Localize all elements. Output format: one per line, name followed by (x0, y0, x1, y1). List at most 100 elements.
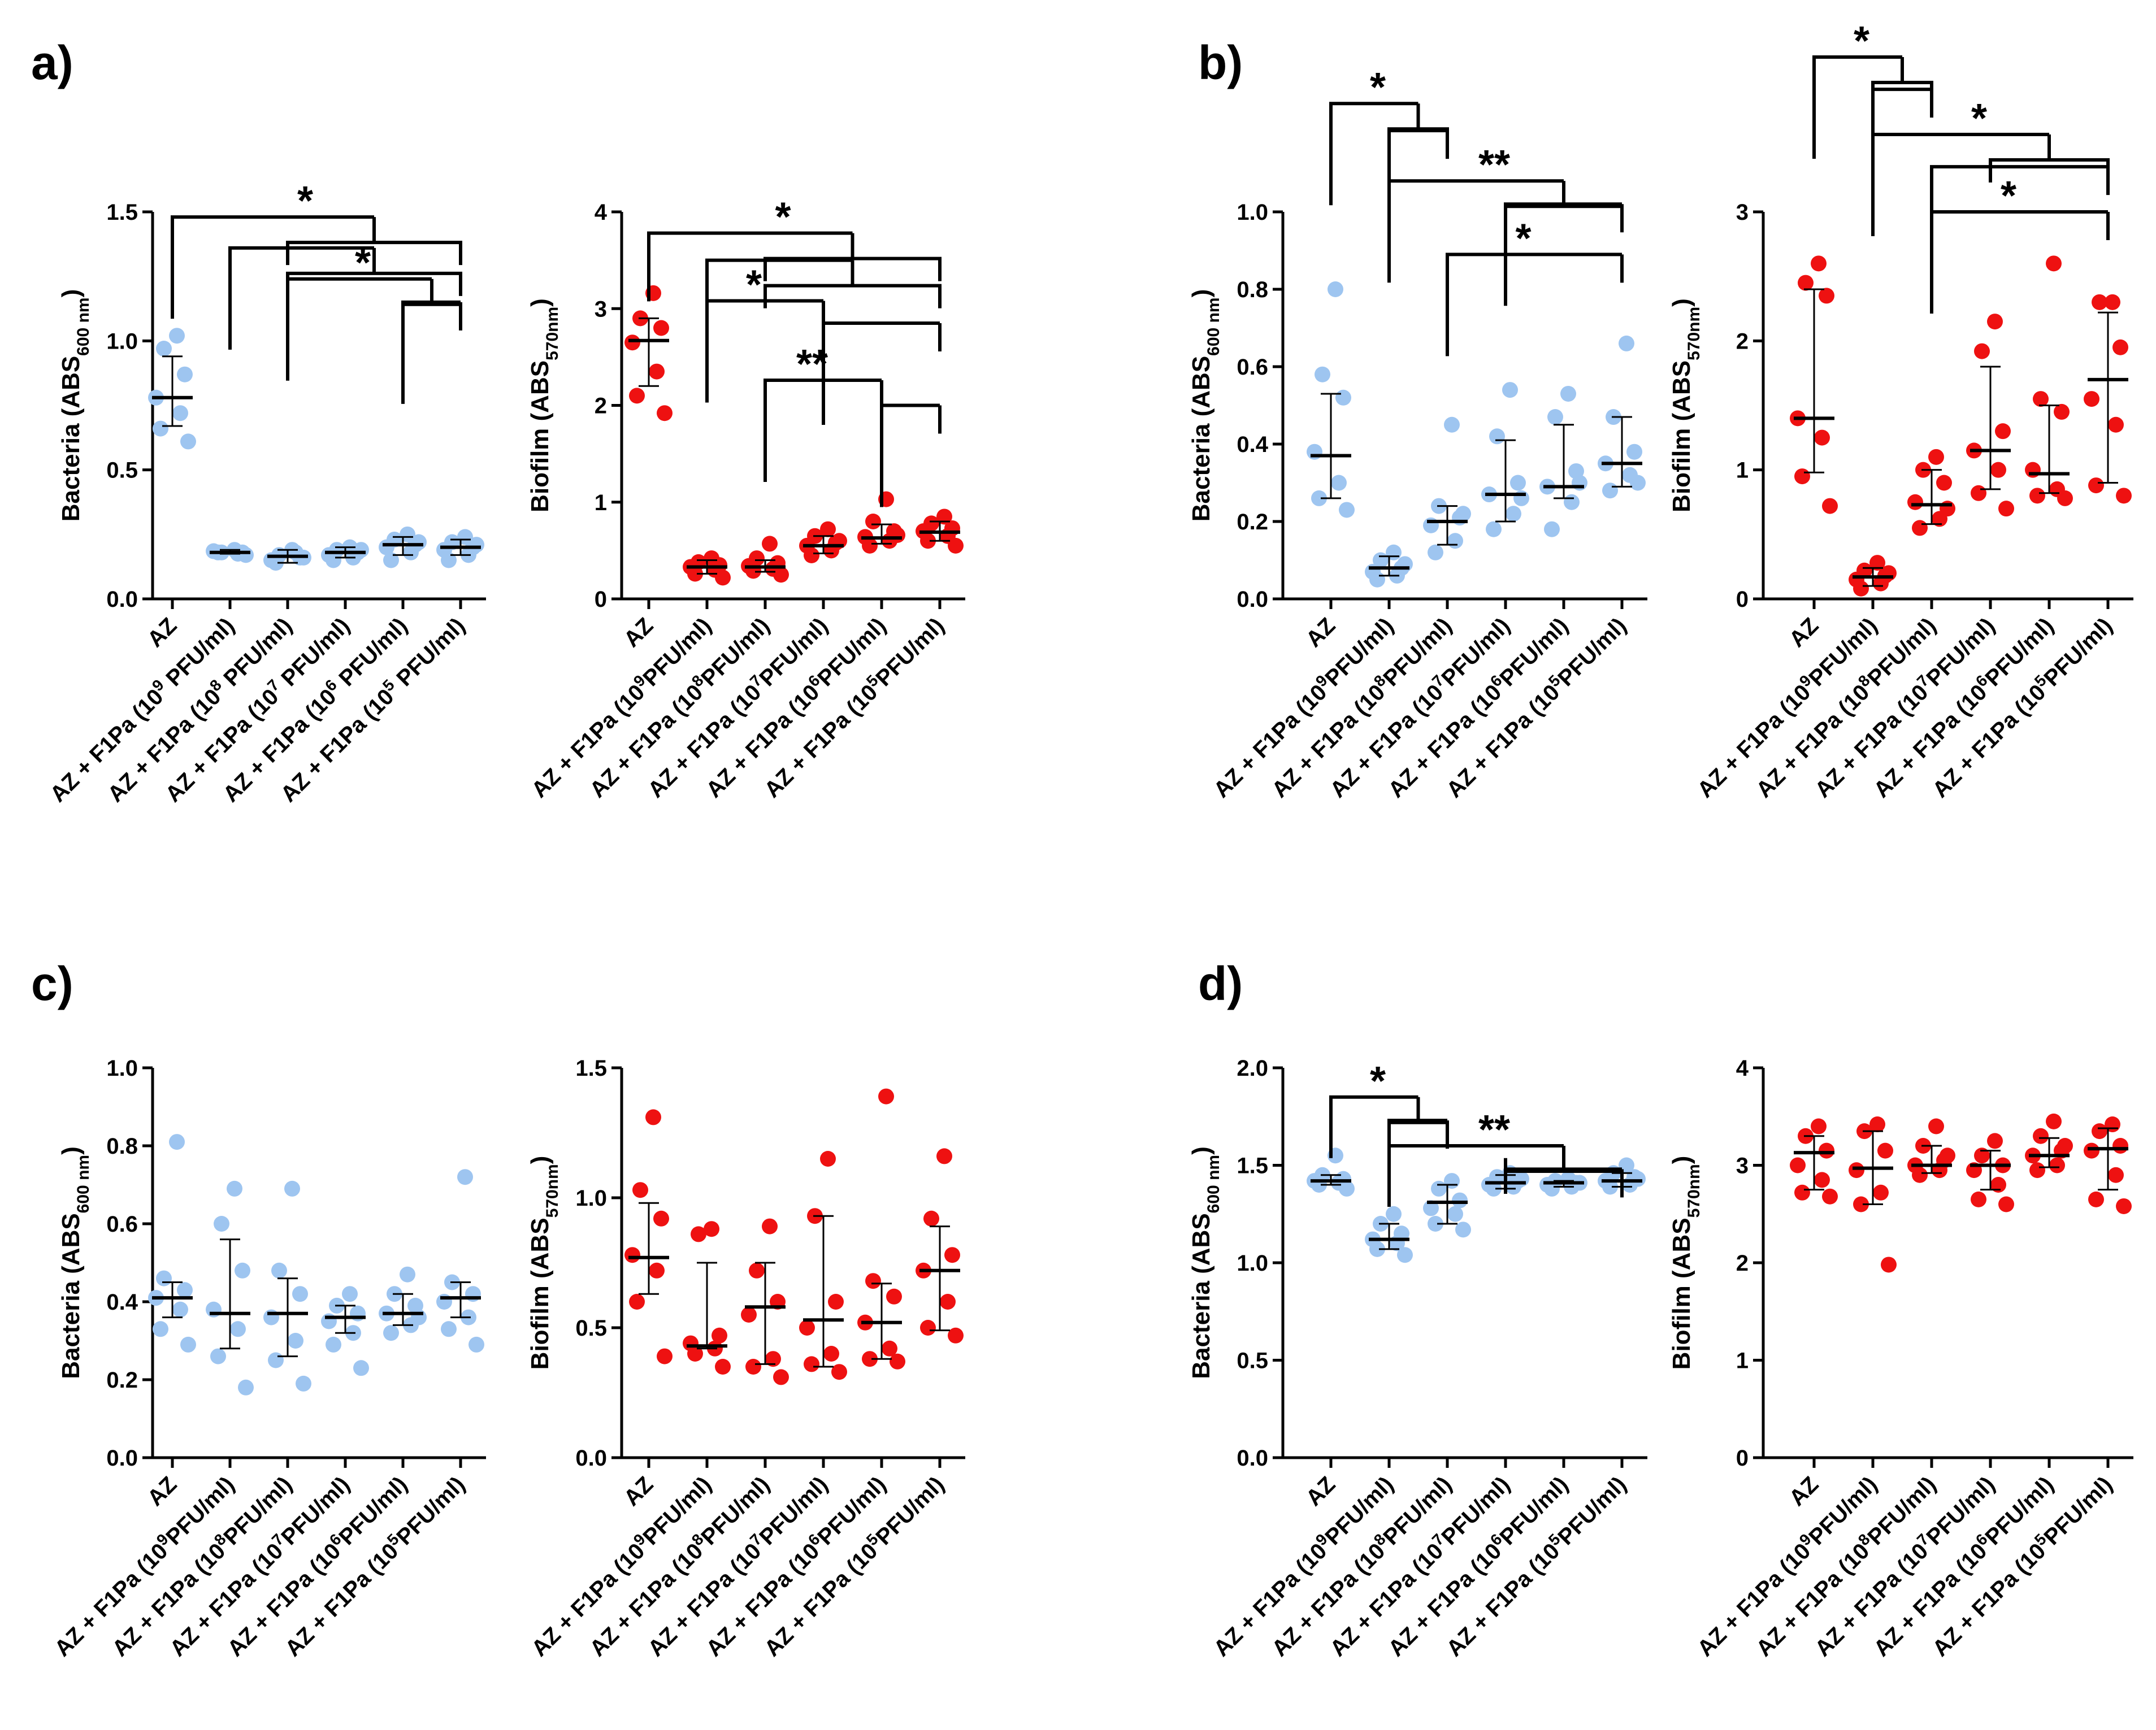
y-tick-label: 1.0 (575, 1186, 607, 1211)
data-point (342, 1286, 358, 1302)
data-point (2092, 1123, 2107, 1140)
data-point (1877, 1142, 1893, 1159)
data-point (1990, 1177, 2006, 1193)
data-point (1486, 521, 1502, 537)
data-point (1630, 475, 1646, 491)
y-axis-label: Biofilm (ABS570nm) (526, 1156, 562, 1370)
data-point (1869, 1116, 1885, 1133)
data-point (1369, 1241, 1385, 1257)
data-point (1811, 255, 1827, 272)
panel-letter: d) (1198, 957, 1243, 1010)
significance-label: * (2001, 173, 2016, 219)
data-point (1630, 1171, 1646, 1187)
data-point (2033, 1128, 2049, 1144)
data-point (172, 1301, 188, 1318)
data-point (804, 547, 819, 563)
data-point (715, 570, 731, 586)
y-tick-label: 3 (1736, 200, 1749, 225)
data-point (687, 1346, 703, 1362)
data-point (227, 1180, 242, 1197)
data-point (773, 1369, 789, 1385)
data-point (890, 527, 905, 543)
y-tick-label: 0.0 (1237, 587, 1268, 612)
significance-bracket (1930, 210, 2108, 314)
significance-bracket (1387, 1144, 1564, 1207)
y-tick-label: 0.2 (1237, 510, 1268, 534)
y-axis-label: Biofilm (ABS570nm) (1668, 1156, 1703, 1370)
y-tick-label: 1.0 (106, 1056, 138, 1081)
data-point (1912, 520, 1928, 536)
data-point (823, 1346, 839, 1362)
significance-bracket (1329, 102, 1418, 206)
y-tick-label: 0.0 (1237, 1446, 1268, 1471)
data-point (2029, 1162, 2045, 1179)
data-point (886, 1288, 902, 1305)
significance-bracket (1812, 55, 1902, 159)
data-point (214, 1216, 229, 1232)
data-point (1974, 1147, 1990, 1164)
data-point (441, 1321, 457, 1337)
data-point (230, 1321, 246, 1337)
data-point (1940, 1147, 1955, 1164)
data-point (940, 1294, 956, 1310)
data-point (804, 1356, 819, 1372)
data-point (284, 1180, 300, 1197)
data-point (1544, 1180, 1560, 1197)
data-point (1998, 1196, 2014, 1212)
data-point (156, 1270, 172, 1286)
data-point (1452, 1192, 1468, 1209)
y-axis-label: Bacteria (ABS600 nm) (1187, 1146, 1223, 1379)
data-point (238, 1379, 254, 1396)
data-point (1928, 449, 1944, 465)
y-axis-label: Biofilm (ABS570nm) (1668, 298, 1703, 512)
data-point (865, 1273, 881, 1289)
data-point (1936, 475, 1952, 491)
y-tick-label: 3 (595, 297, 607, 321)
data-point (745, 1359, 761, 1375)
y-tick-label: 0.8 (106, 1134, 138, 1159)
data-point (762, 536, 778, 552)
data-point (691, 1226, 706, 1242)
y-tick-label: 3 (1736, 1154, 1749, 1179)
data-point (762, 1218, 778, 1235)
data-point (2084, 1142, 2099, 1159)
data-point (2112, 339, 2128, 355)
y-tick-label: 0.5 (575, 1316, 607, 1341)
data-point (2057, 490, 2073, 506)
y-tick-label: 4 (595, 200, 608, 225)
data-point (624, 334, 640, 351)
data-point (1814, 1172, 1830, 1188)
data-point (1822, 498, 1838, 514)
y-tick-label: 0 (1736, 587, 1749, 612)
significance-label: * (746, 263, 762, 308)
y-tick-label: 0.2 (106, 1368, 138, 1393)
y-tick-label: 2 (1736, 329, 1749, 354)
data-point (180, 433, 196, 450)
x-tick-label: AZ (143, 1472, 182, 1511)
data-point (649, 1262, 665, 1279)
data-point (624, 1247, 640, 1263)
data-point (1510, 475, 1526, 491)
y-tick-label: 1.0 (1237, 1251, 1268, 1276)
data-point (1506, 506, 1521, 522)
data-point (936, 1148, 952, 1164)
data-point (1971, 485, 1986, 501)
data-point (1602, 483, 1618, 499)
x-tick-label: AZ (1302, 1472, 1341, 1511)
data-point (712, 1327, 727, 1344)
data-point (169, 1134, 185, 1150)
data-point (1971, 1191, 1986, 1207)
data-point (1428, 1216, 1443, 1232)
data-point (820, 1151, 836, 1167)
data-point (741, 1307, 757, 1323)
data-point (828, 1294, 844, 1310)
data-point (1987, 1133, 2003, 1149)
data-point (400, 1266, 415, 1283)
data-point (632, 1182, 648, 1198)
significance-label: * (355, 241, 371, 286)
data-point (383, 1325, 399, 1341)
y-tick-label: 1.5 (106, 200, 138, 225)
